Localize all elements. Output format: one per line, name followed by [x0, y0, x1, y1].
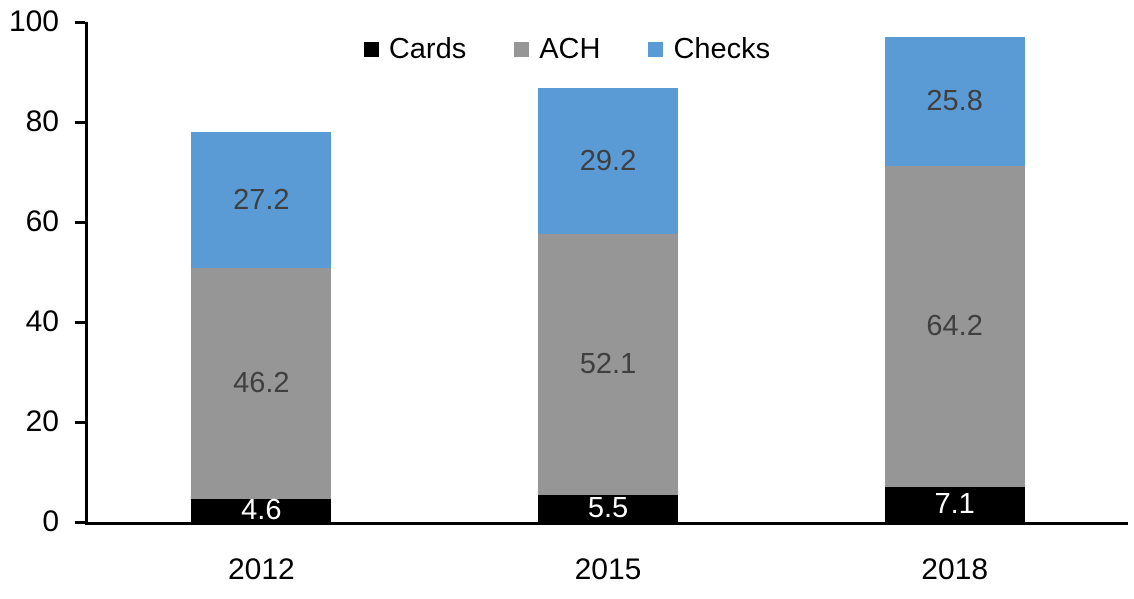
checks-legend-swatch: [648, 41, 664, 57]
y-tick-label-60: 60: [25, 205, 59, 238]
chart-legend: Cards ACH Checks: [0, 32, 1134, 66]
y-tick-mark-100: [75, 20, 85, 24]
legend-item-ach: ACH: [514, 33, 600, 66]
y-tick-mark-20: [75, 420, 85, 424]
bar-segment-cards-2018: 7.1: [884, 486, 1025, 522]
bar-2018: 7.1 64.2 25.8: [884, 36, 1025, 522]
x-axis-label-2018: 2018: [921, 553, 989, 586]
ach-legend-label: ACH: [539, 32, 601, 65]
x-axis-label-2012: 2012: [227, 553, 295, 586]
bar-segment-ach-2018: 64.2: [884, 165, 1025, 487]
y-tick-mark-0: [75, 520, 85, 524]
bar-segment-checks-2015: 29.2: [537, 88, 678, 234]
bar-segment-checks-2018: 25.8: [884, 36, 1025, 166]
y-tick-label-80: 80: [25, 105, 59, 138]
bar-segment-ach-2012: 46.2: [191, 268, 332, 499]
bar-2015: 5.5 52.1 29.2: [537, 88, 678, 522]
x-axis-label-2015: 2015: [574, 553, 642, 586]
y-tick-mark-40: [75, 320, 85, 324]
bar-segment-cards-2015: 5.5: [537, 494, 678, 522]
y-tick-label-100: 100: [8, 5, 59, 38]
y-tick-mark-60: [75, 220, 85, 224]
checks-legend-label: Checks: [673, 32, 771, 65]
y-tick-label-20: 20: [25, 405, 59, 438]
cards-legend-label: Cards: [388, 32, 467, 65]
bar-2012: 4.6 46.2 27.2: [191, 132, 332, 525]
legend-item-checks: Checks: [648, 33, 770, 66]
y-tick-label-40: 40: [25, 305, 59, 338]
y-tick-mark-80: [75, 120, 85, 124]
ach-legend-swatch: [514, 41, 530, 57]
y-tick-label-0: 0: [42, 505, 59, 538]
plot-area: 0 20 40 60 80 100 4.6 46.2 27.2 5.5 52.1 29.2 7.1 64.…: [9, 7, 1128, 537]
x-axis-labels: 2012 2015 2018: [88, 553, 1128, 587]
bar-segment-cards-2012: 4.6: [191, 496, 332, 525]
cards-legend-swatch: [363, 41, 379, 57]
bar-segment-ach-2015: 52.1: [537, 234, 678, 495]
bar-segment-checks-2012: 27.2: [191, 132, 332, 268]
legend-item-cards: Cards: [363, 32, 467, 66]
